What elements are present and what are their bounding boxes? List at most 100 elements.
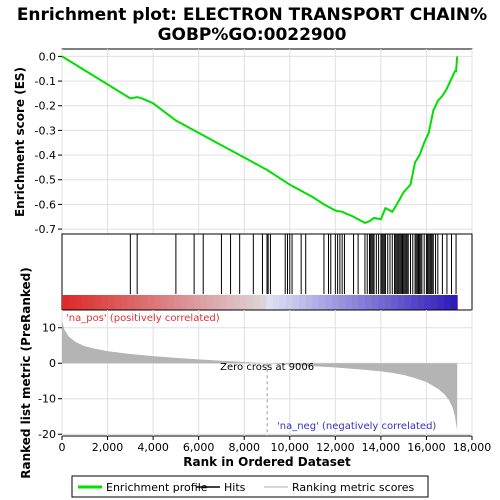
legend: Enrichment profile Hits Ranking metric sco… [78,481,414,494]
rank-bar-segment [424,295,432,310]
xtick-label: 2,000 [92,441,124,454]
es-ytick-label: -0.1 [35,75,56,88]
rank-bar-segment [411,295,419,310]
xtick-label: 0 [59,441,66,454]
rank-bar-segment [417,295,425,310]
metric-y-axis-label: Ranked list metric (PreRanked) [19,267,33,479]
rank-bar-segment [397,295,406,310]
rank-bar-segment [239,295,247,310]
rank-bar-segment [233,295,241,310]
rank-bar-segment [253,295,261,310]
rank-bar-segment [141,295,149,310]
rank-bar-segment [147,295,155,310]
es-ytick-label: -0.5 [35,174,56,187]
rank-bar-segment [325,295,333,310]
rank-color-bar [62,295,458,310]
metric-ytick-label: -10 [38,393,56,406]
rank-bar-segment [332,295,340,310]
zero-cross-label: Zero cross at 9006 [220,362,314,373]
rank-bar-segment [378,295,386,310]
rank-bar-segment [450,295,458,310]
es-yticks: 0.0 -0.1 -0.2 -0.3 -0.4 -0.5 -0.6 -0.7 [35,50,62,236]
rank-bar-segment [338,295,346,310]
xtick-label: 10,000 [271,441,310,454]
es-ytick-label: -0.6 [35,198,56,211]
xtick-label: 14,000 [362,441,401,454]
rank-bar-segment [371,295,379,310]
rank-bar-segment [364,295,373,310]
legend-label: Enrichment profile [106,481,208,494]
rank-bar-segment [404,295,412,310]
rank-bar-segment [121,295,129,310]
chart-title-line2: GOBP%GO:0022900 [158,25,347,45]
enrichment-profile-line [61,55,459,224]
rank-bar-segment [154,295,162,310]
rank-bar-segment [75,295,83,310]
es-panel-frame [61,48,473,235]
legend-label: Ranking metric scores [292,481,414,494]
x-axis-ticks: 0 2,000 4,000 6,000 8,000 10,000 12,000 14,000 1… [59,436,492,454]
rank-bar-segment [226,295,234,310]
metric-ytick-label: 10 [42,322,56,335]
rank-bar-segment [437,295,445,310]
rank-bar-segment [180,295,188,310]
rank-bar-segment [345,295,353,310]
rank-bar-segment [430,295,438,310]
hit-markers [129,234,457,294]
rank-bar-segment [101,295,109,310]
rank-bar-segment [88,295,96,310]
rank-bar-segment [305,295,313,310]
xtick-label: 8,000 [228,441,260,454]
rank-bar-segment [384,295,392,310]
rank-bar-segment [312,295,320,310]
xtick-label: 4,000 [137,441,169,454]
rank-bar-segment [279,295,287,310]
metric-ytick-label: -20 [38,428,56,441]
legend-label: Hits [224,481,246,494]
xtick-label: 16,000 [407,441,446,454]
rank-bar-segment [206,295,214,310]
es-ytick-label: -0.3 [35,124,56,137]
xtick-label: 18,000 [453,441,492,454]
metric-yticks: 10 0 -10 -20 [38,322,62,441]
rank-bar-segment [81,295,89,310]
x-axis-label: Rank in Ordered Dataset [183,455,351,469]
rank-bar-segment [134,295,142,310]
rank-bar-segment [318,295,326,310]
rank-bar-segment [358,295,366,310]
rank-bar-segment [167,295,175,310]
es-ytick-label: -0.2 [35,100,56,113]
es-ytick-label: -0.7 [35,223,56,236]
rank-bar-segment [220,295,228,310]
rank-bar-segment [187,295,195,310]
es-ytick-label: 0.0 [39,50,57,63]
xtick-label: 6,000 [183,441,215,454]
chart-title-line1: Enrichment plot: ELECTRON TRANSPORT CHAI… [17,5,487,25]
rank-bar-segment [160,295,168,310]
xtick-label: 12,000 [316,441,355,454]
rank-bar-segment [127,295,135,310]
rank-bar-segment [68,295,76,310]
es-ytick-label: -0.4 [35,149,56,162]
rank-bar-segment [62,295,70,310]
rank-bar-segment [285,295,294,310]
es-gridlines [61,49,473,234]
es-y-axis-label: Enrichment score (ES) [13,67,27,217]
rank-bar-segment [266,295,274,310]
rank-bar-segment [391,295,399,310]
rank-bar-segment [246,295,254,310]
rank-bar-segment [114,295,122,310]
rank-bar-segment [200,295,208,310]
pos-correlated-label: 'na_pos' (positively correlated) [66,313,220,324]
metric-ytick-label: 0 [49,357,56,370]
rank-bar-segment [108,295,116,310]
rank-bar-segment [351,295,359,310]
rank-bar-segment [259,295,267,310]
rank-bar-segment [173,295,182,310]
neg-correlated-label: 'na_neg' (negatively correlated) [277,421,436,432]
rank-bar-segment [94,295,103,310]
rank-bar-segment [272,295,280,310]
legend-box [71,475,429,498]
rank-bar-segment [213,295,221,310]
